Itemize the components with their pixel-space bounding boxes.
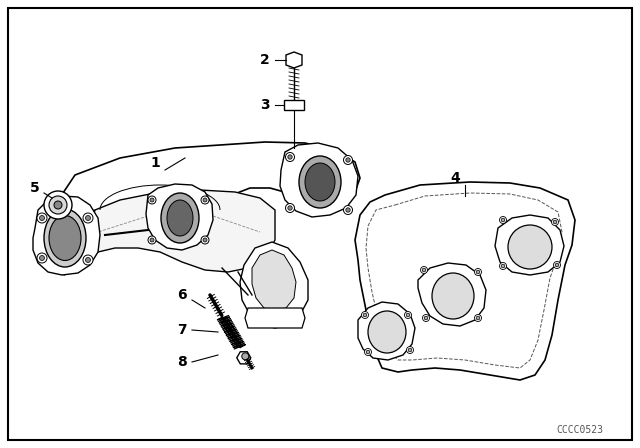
Circle shape bbox=[285, 152, 294, 161]
Polygon shape bbox=[252, 250, 296, 312]
Circle shape bbox=[344, 206, 353, 215]
Ellipse shape bbox=[49, 215, 81, 260]
Circle shape bbox=[344, 155, 353, 164]
Text: 7: 7 bbox=[177, 323, 187, 337]
Circle shape bbox=[552, 219, 559, 225]
Circle shape bbox=[54, 201, 62, 209]
Text: 3: 3 bbox=[260, 98, 270, 112]
Circle shape bbox=[476, 316, 480, 320]
Polygon shape bbox=[286, 52, 302, 68]
Circle shape bbox=[554, 262, 561, 268]
Circle shape bbox=[203, 238, 207, 242]
Circle shape bbox=[201, 236, 209, 244]
Circle shape bbox=[150, 238, 154, 242]
Circle shape bbox=[366, 350, 370, 354]
Polygon shape bbox=[237, 352, 251, 364]
Circle shape bbox=[499, 216, 506, 224]
Polygon shape bbox=[355, 182, 575, 380]
Circle shape bbox=[424, 316, 428, 320]
Ellipse shape bbox=[305, 163, 335, 201]
Polygon shape bbox=[146, 184, 213, 250]
Circle shape bbox=[501, 264, 505, 268]
Text: 5: 5 bbox=[30, 181, 40, 195]
Polygon shape bbox=[240, 242, 308, 328]
FancyBboxPatch shape bbox=[284, 100, 304, 110]
Circle shape bbox=[148, 196, 156, 204]
Polygon shape bbox=[45, 142, 360, 275]
Circle shape bbox=[406, 313, 410, 317]
Circle shape bbox=[40, 255, 45, 260]
Circle shape bbox=[83, 213, 93, 223]
Polygon shape bbox=[358, 302, 415, 360]
Polygon shape bbox=[418, 263, 486, 326]
Text: 1: 1 bbox=[150, 156, 160, 170]
Circle shape bbox=[346, 208, 350, 212]
Text: 6: 6 bbox=[177, 288, 187, 302]
Circle shape bbox=[553, 220, 557, 224]
Circle shape bbox=[422, 268, 426, 272]
Circle shape bbox=[86, 215, 90, 220]
Circle shape bbox=[422, 314, 429, 322]
Polygon shape bbox=[280, 143, 358, 217]
Circle shape bbox=[285, 203, 294, 212]
Circle shape bbox=[420, 267, 428, 273]
Circle shape bbox=[365, 349, 371, 356]
Circle shape bbox=[288, 155, 292, 159]
Circle shape bbox=[49, 196, 67, 214]
Text: 2: 2 bbox=[260, 53, 270, 67]
Circle shape bbox=[148, 236, 156, 244]
Circle shape bbox=[40, 215, 45, 220]
Circle shape bbox=[499, 263, 506, 270]
Polygon shape bbox=[88, 190, 275, 272]
Polygon shape bbox=[245, 308, 305, 328]
Circle shape bbox=[404, 311, 412, 319]
Circle shape bbox=[408, 348, 412, 352]
Circle shape bbox=[44, 191, 72, 219]
Circle shape bbox=[556, 263, 559, 267]
Circle shape bbox=[364, 313, 367, 317]
Polygon shape bbox=[33, 196, 100, 275]
Circle shape bbox=[362, 311, 369, 319]
Circle shape bbox=[346, 158, 350, 162]
Circle shape bbox=[203, 198, 207, 202]
Ellipse shape bbox=[167, 200, 193, 236]
Circle shape bbox=[288, 206, 292, 210]
Circle shape bbox=[37, 213, 47, 223]
Circle shape bbox=[83, 255, 93, 265]
Text: CCCC0523: CCCC0523 bbox=[557, 425, 604, 435]
Polygon shape bbox=[495, 215, 564, 275]
Circle shape bbox=[150, 198, 154, 202]
Circle shape bbox=[501, 218, 505, 222]
Text: 4: 4 bbox=[450, 171, 460, 185]
Text: 8: 8 bbox=[177, 355, 187, 369]
Circle shape bbox=[86, 258, 90, 263]
Ellipse shape bbox=[368, 311, 406, 353]
Ellipse shape bbox=[299, 156, 341, 208]
Circle shape bbox=[201, 196, 209, 204]
Ellipse shape bbox=[44, 209, 86, 267]
Ellipse shape bbox=[432, 273, 474, 319]
Ellipse shape bbox=[161, 193, 199, 243]
Ellipse shape bbox=[508, 225, 552, 269]
Circle shape bbox=[406, 346, 413, 353]
Circle shape bbox=[37, 253, 47, 263]
Circle shape bbox=[476, 270, 480, 274]
Circle shape bbox=[242, 353, 249, 360]
Circle shape bbox=[474, 268, 481, 276]
Circle shape bbox=[474, 314, 481, 322]
